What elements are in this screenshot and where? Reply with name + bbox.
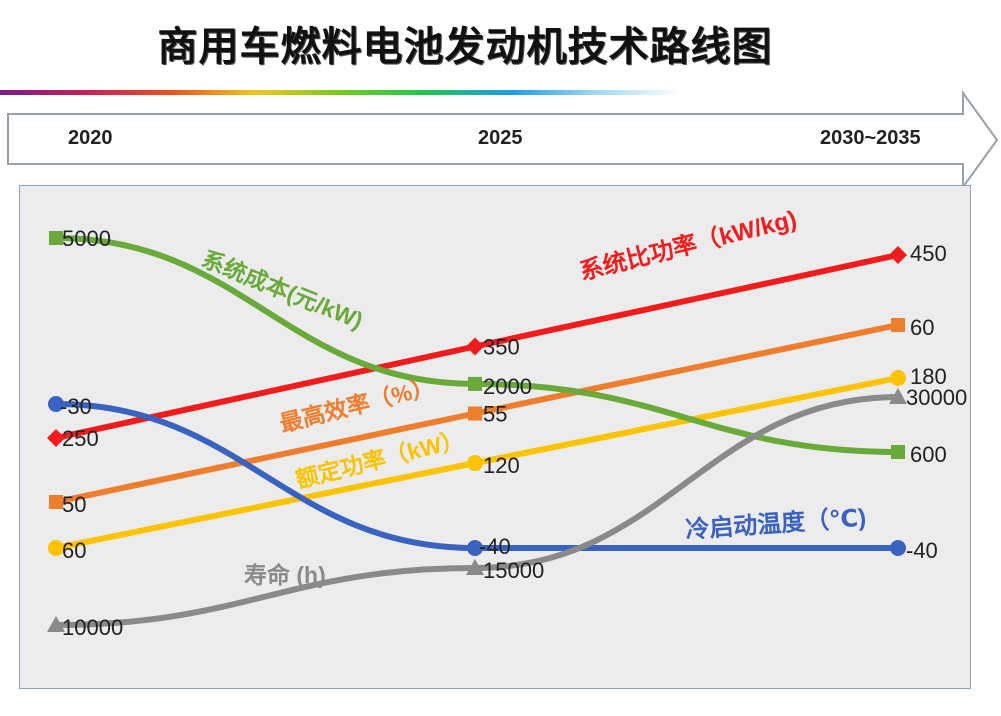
data-point-power_density-1 — [466, 337, 484, 356]
data-label-efficiency-2: 60 — [910, 315, 934, 340]
data-label-rated_power-2: 180 — [910, 364, 947, 389]
data-label-cost-1: 2000 — [483, 374, 532, 399]
data-point-rated_power-2 — [890, 370, 906, 386]
title-underline — [0, 90, 680, 95]
series-name-power_density: 系统比功率（kW/kg) — [577, 205, 800, 286]
data-point-cold_start-2 — [890, 540, 906, 556]
timeline-year-2020: 2020 — [68, 127, 113, 149]
data-label-rated_power-0: 60 — [62, 538, 86, 563]
data-label-cold_start-0: -30 — [60, 394, 92, 419]
data-label-cost-2: 600 — [910, 442, 947, 467]
data-label-lifetime-0: 10000 — [62, 615, 123, 640]
data-point-efficiency-1 — [468, 406, 482, 421]
data-point-power_density-0 — [47, 429, 65, 447]
data-label-cold_start-2: -40 — [906, 538, 938, 563]
data-label-power_density-0: 250 — [62, 426, 99, 451]
page-title: 商用车燃料电池发动机技术路线图 — [157, 24, 773, 70]
data-label-cost-0: 5000 — [62, 226, 111, 251]
timeline-arrow-shape — [7, 89, 999, 191]
data-point-rated_power-1 — [467, 455, 483, 471]
timeline-year-2025: 2025 — [478, 127, 523, 149]
series-name-cold_start: 冷启动温度（℃) — [684, 503, 867, 544]
chart-frame — [19, 185, 971, 689]
data-point-lifetime-0 — [47, 616, 65, 632]
data-point-cost-1 — [468, 376, 482, 391]
data-label-lifetime-1: 15000 — [483, 558, 544, 583]
data-point-cold_start-1 — [467, 540, 483, 556]
data-label-cold_start-1: -40 — [479, 534, 511, 559]
data-point-lifetime-1 — [466, 559, 484, 575]
data-point-efficiency-2 — [891, 318, 905, 332]
data-point-cost-0 — [49, 231, 63, 245]
data-point-cost-2 — [891, 445, 905, 459]
data-point-lifetime-2 — [889, 388, 907, 404]
data-label-efficiency-1: 55 — [483, 402, 507, 427]
series-name-lifetime: 寿命 (h) — [244, 562, 326, 588]
data-label-lifetime-2: 30000 — [906, 385, 967, 410]
data-point-cold_start-0 — [48, 396, 64, 412]
data-point-efficiency-0 — [49, 495, 63, 509]
timeline-arrow: 2020 2025 2030~2035 — [7, 89, 999, 191]
data-point-power_density-2 — [889, 246, 907, 264]
data-label-power_density-2: 450 — [910, 241, 947, 266]
timeline-year-2030-2035: 2030~2035 — [820, 127, 921, 149]
data-label-efficiency-0: 50 — [62, 492, 86, 517]
data-point-rated_power-0 — [48, 540, 64, 556]
data-label-power_density-1: 350 — [483, 335, 520, 360]
data-label-rated_power-1: 120 — [483, 453, 520, 478]
